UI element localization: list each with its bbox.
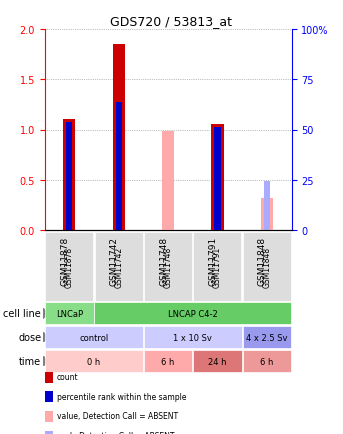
Bar bbox=[113, 46, 125, 230]
Text: GSM11748: GSM11748 bbox=[164, 247, 173, 287]
Text: cell line: cell line bbox=[3, 309, 41, 319]
Text: 4 x 2.5 Sv: 4 x 2.5 Sv bbox=[246, 333, 287, 342]
Text: 0 h: 0 h bbox=[87, 357, 100, 366]
Polygon shape bbox=[43, 308, 48, 319]
Text: dose: dose bbox=[18, 332, 41, 342]
Text: value, Detection Call = ABSENT: value, Detection Call = ABSENT bbox=[57, 411, 178, 420]
Text: GSM11878: GSM11878 bbox=[65, 247, 74, 287]
Text: 6 h: 6 h bbox=[260, 357, 273, 366]
Text: LNCAP C4-2: LNCAP C4-2 bbox=[168, 309, 218, 318]
Text: 1 x 10 Sv: 1 x 10 Sv bbox=[173, 333, 212, 342]
Text: count: count bbox=[57, 372, 78, 381]
Bar bbox=[214, 128, 221, 230]
Text: GSM11791: GSM11791 bbox=[209, 237, 217, 286]
Text: rank, Detection Call = ABSENT: rank, Detection Call = ABSENT bbox=[57, 431, 174, 434]
Bar bbox=[116, 103, 122, 230]
Bar bbox=[66, 123, 72, 230]
Text: 24 h: 24 h bbox=[208, 357, 227, 366]
Text: 6 h: 6 h bbox=[162, 357, 175, 366]
Bar bbox=[162, 131, 174, 230]
Bar bbox=[211, 125, 224, 230]
Bar bbox=[63, 120, 75, 230]
Text: GSM11742: GSM11742 bbox=[110, 237, 119, 286]
Polygon shape bbox=[43, 356, 48, 366]
Text: time: time bbox=[19, 356, 41, 366]
Text: LNCaP: LNCaP bbox=[56, 309, 83, 318]
Text: GSM11791: GSM11791 bbox=[213, 247, 222, 287]
Text: GSM11878: GSM11878 bbox=[60, 237, 69, 286]
Bar bbox=[264, 181, 270, 230]
Bar bbox=[261, 198, 273, 230]
Text: control: control bbox=[79, 333, 109, 342]
Text: GSM11742: GSM11742 bbox=[114, 247, 123, 287]
Text: GSM11748: GSM11748 bbox=[159, 237, 168, 286]
Polygon shape bbox=[43, 332, 48, 343]
Text: percentile rank within the sample: percentile rank within the sample bbox=[57, 392, 186, 401]
Text: GSM11848: GSM11848 bbox=[262, 247, 271, 287]
Text: GDS720 / 53813_at: GDS720 / 53813_at bbox=[110, 15, 233, 28]
Text: GSM11848: GSM11848 bbox=[258, 237, 267, 286]
